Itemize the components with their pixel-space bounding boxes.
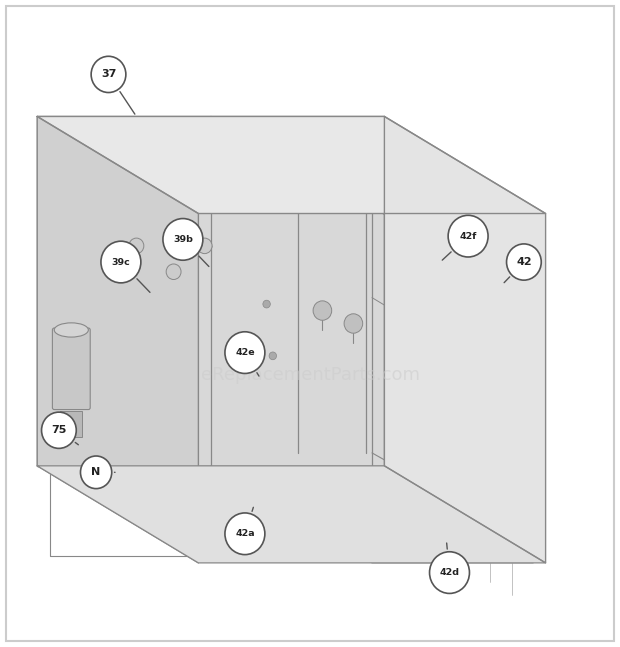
Circle shape: [42, 412, 76, 448]
FancyBboxPatch shape: [60, 411, 82, 437]
Text: 37: 37: [101, 69, 116, 80]
Text: 75: 75: [51, 425, 66, 435]
Circle shape: [313, 301, 332, 320]
Circle shape: [225, 332, 265, 373]
Circle shape: [448, 215, 488, 257]
Polygon shape: [37, 116, 546, 214]
Circle shape: [430, 552, 469, 593]
Circle shape: [263, 300, 270, 308]
Text: 39c: 39c: [112, 258, 130, 267]
Text: 42a: 42a: [235, 529, 255, 538]
Circle shape: [101, 241, 141, 283]
Text: 42e: 42e: [235, 348, 255, 357]
Circle shape: [166, 264, 181, 280]
Text: N: N: [92, 467, 100, 477]
Polygon shape: [37, 116, 198, 563]
Polygon shape: [37, 466, 546, 563]
FancyBboxPatch shape: [6, 6, 614, 641]
Circle shape: [163, 219, 203, 260]
Circle shape: [344, 314, 363, 333]
Polygon shape: [37, 116, 384, 466]
Text: 42f: 42f: [459, 232, 477, 241]
Circle shape: [197, 238, 212, 254]
Circle shape: [225, 513, 265, 554]
FancyBboxPatch shape: [52, 328, 91, 410]
Text: eReplacementParts.com: eReplacementParts.com: [200, 366, 420, 384]
Polygon shape: [384, 116, 546, 563]
Ellipse shape: [55, 323, 88, 337]
Text: 42d: 42d: [440, 568, 459, 577]
Circle shape: [81, 456, 112, 488]
Circle shape: [129, 238, 144, 254]
Circle shape: [269, 352, 277, 360]
Text: 39b: 39b: [173, 235, 193, 244]
Circle shape: [507, 244, 541, 280]
Circle shape: [91, 56, 126, 93]
Text: 42: 42: [516, 257, 532, 267]
